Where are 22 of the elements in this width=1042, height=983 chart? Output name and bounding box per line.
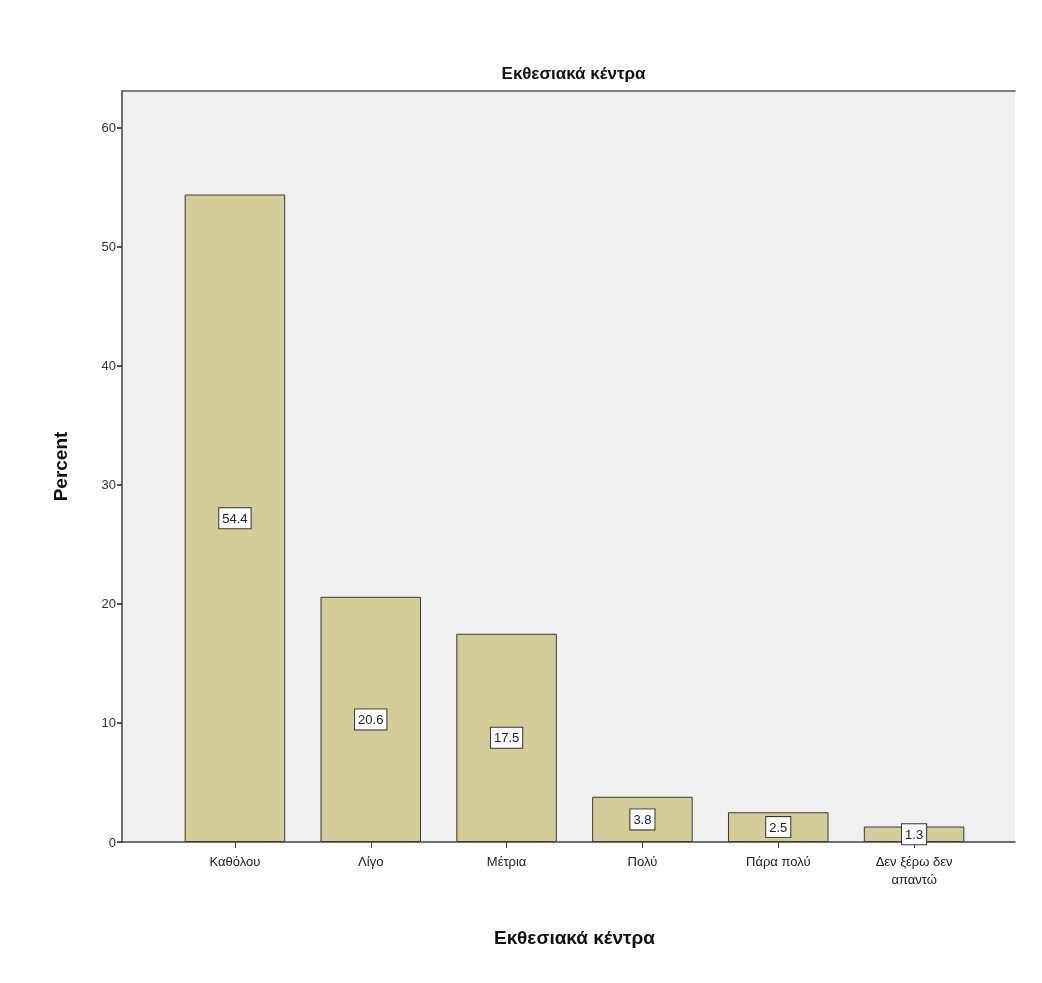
- x-tick-label: Μέτρια: [486, 853, 527, 869]
- y-tick-label: 20: [101, 596, 116, 612]
- y-tick-label: 10: [101, 715, 116, 731]
- y-tick-label: 60: [101, 120, 116, 136]
- y-tick-label: 40: [101, 358, 116, 374]
- chart-title: Εκθεσιακά κέντρα: [501, 64, 646, 83]
- x-tick-label: Λίγο: [358, 853, 384, 869]
- data-label: 54.4: [222, 510, 248, 526]
- y-tick-label: 50: [101, 239, 116, 255]
- y-axis-title: Percent: [50, 430, 71, 502]
- x-tick-label: Πολύ: [627, 853, 658, 869]
- y-tick-label: 30: [101, 477, 116, 493]
- data-label: 2.5: [769, 819, 788, 835]
- x-axis-title: Εκθεσιακά κέντρα: [494, 927, 656, 948]
- x-tick-label: Πάρα πολύ: [746, 853, 811, 869]
- y-tick-label: 0: [108, 834, 116, 850]
- data-label: 3.8: [633, 811, 652, 827]
- data-label: 20.6: [358, 711, 384, 727]
- data-label: 17.5: [493, 730, 520, 746]
- data-label: 1.3: [905, 826, 924, 842]
- x-tick-label: Καθόλου: [209, 853, 261, 869]
- x-tick-label: Δεν ξέρω δεν απαντώ: [875, 853, 953, 887]
